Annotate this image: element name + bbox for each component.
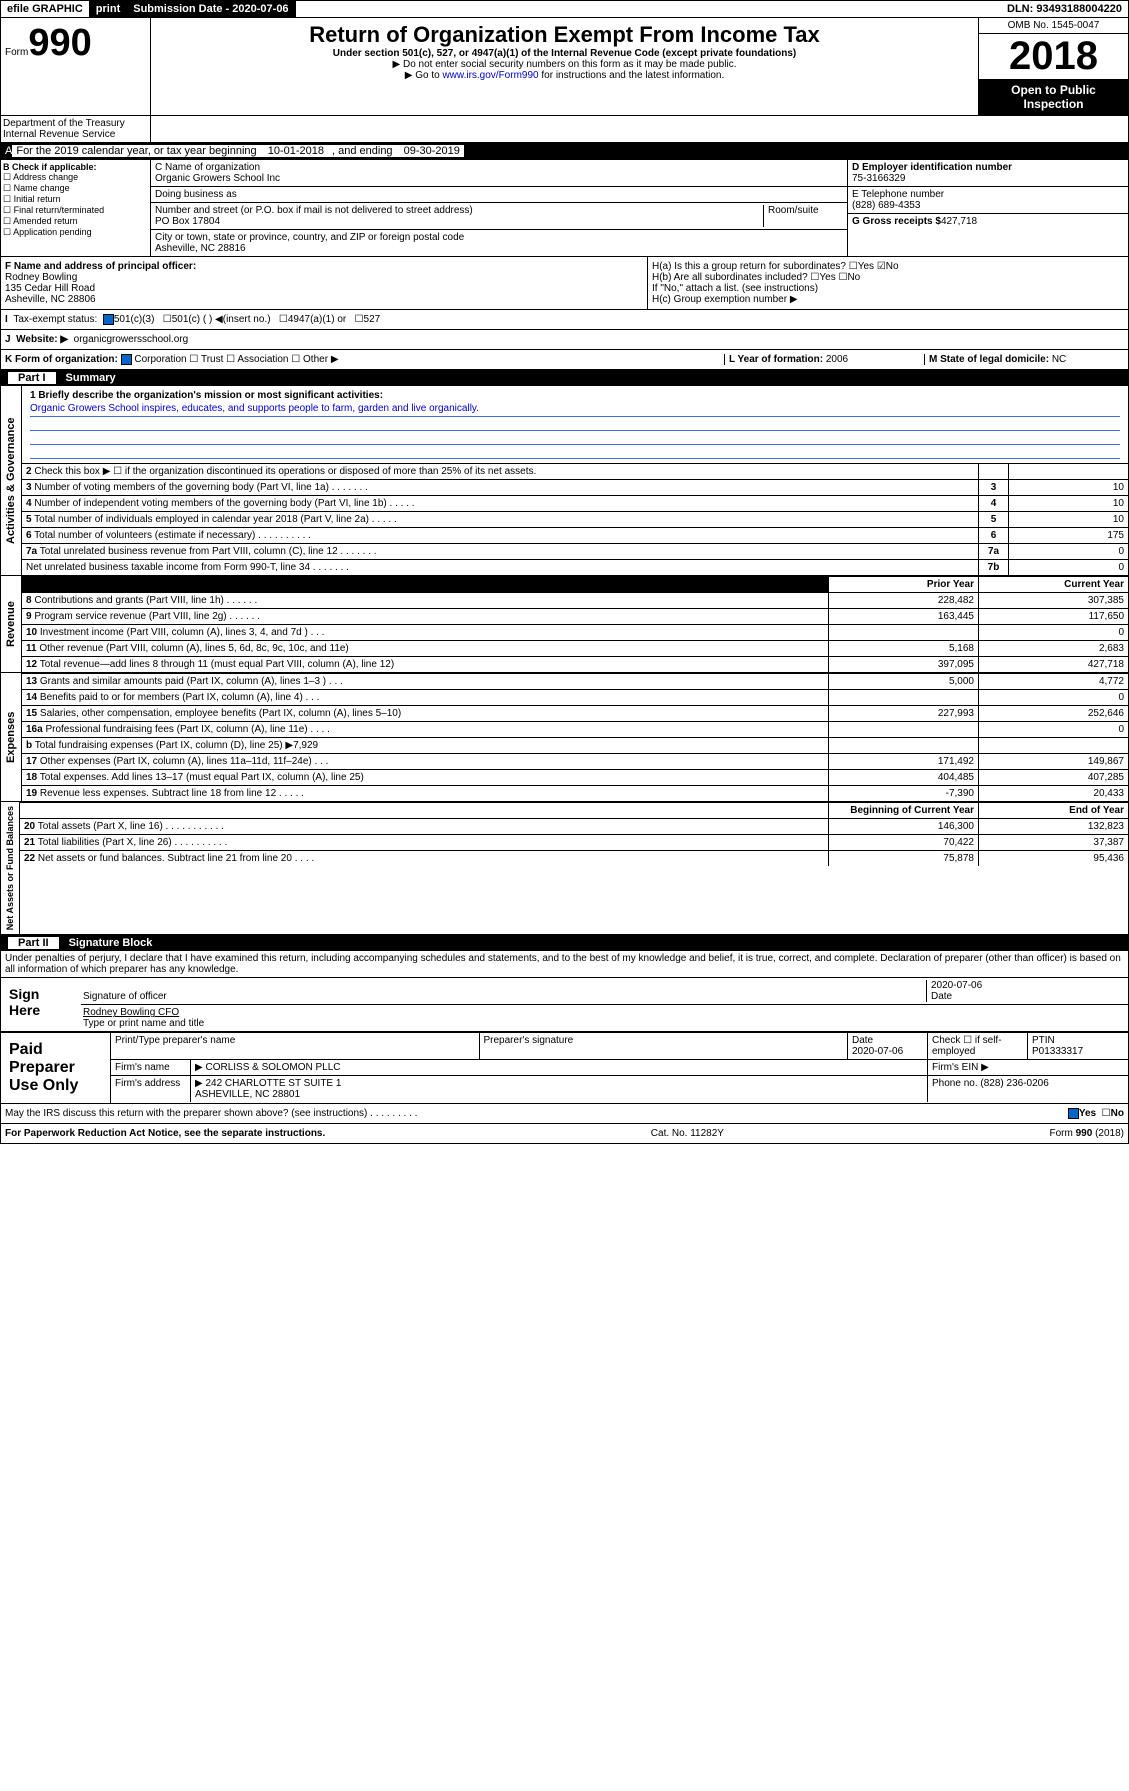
dln: DLN: 93493188004220: [1001, 1, 1128, 17]
top-bar: efile GRAPHIC print Submission Date - 20…: [0, 0, 1129, 18]
tax-period: AFor the 2019 calendar year, or tax year…: [0, 143, 1129, 160]
phone: (828) 689-4353: [852, 200, 920, 211]
org-name: Organic Growers School Inc: [155, 173, 280, 184]
ein: 75-3166329: [852, 173, 905, 184]
irs-link[interactable]: www.irs.gov/Form990: [442, 70, 538, 81]
submission-date: Submission Date - 2020-07-06: [127, 1, 295, 17]
form-title: Return of Organization Exempt From Incom…: [155, 22, 974, 48]
website: organicgrowersschool.org: [74, 334, 189, 345]
part2-header: Part IISignature Block: [0, 935, 1129, 951]
part1-header: Part ISummary: [0, 370, 1129, 386]
print-button[interactable]: print: [90, 1, 127, 17]
check-applicable: B Check if applicable: ☐ Address change …: [1, 160, 151, 256]
efile-label: efile GRAPHIC: [1, 1, 90, 17]
mission-text: Organic Growers School inspires, educate…: [30, 401, 1120, 417]
form-header: Form990 Return of Organization Exempt Fr…: [0, 18, 1129, 116]
